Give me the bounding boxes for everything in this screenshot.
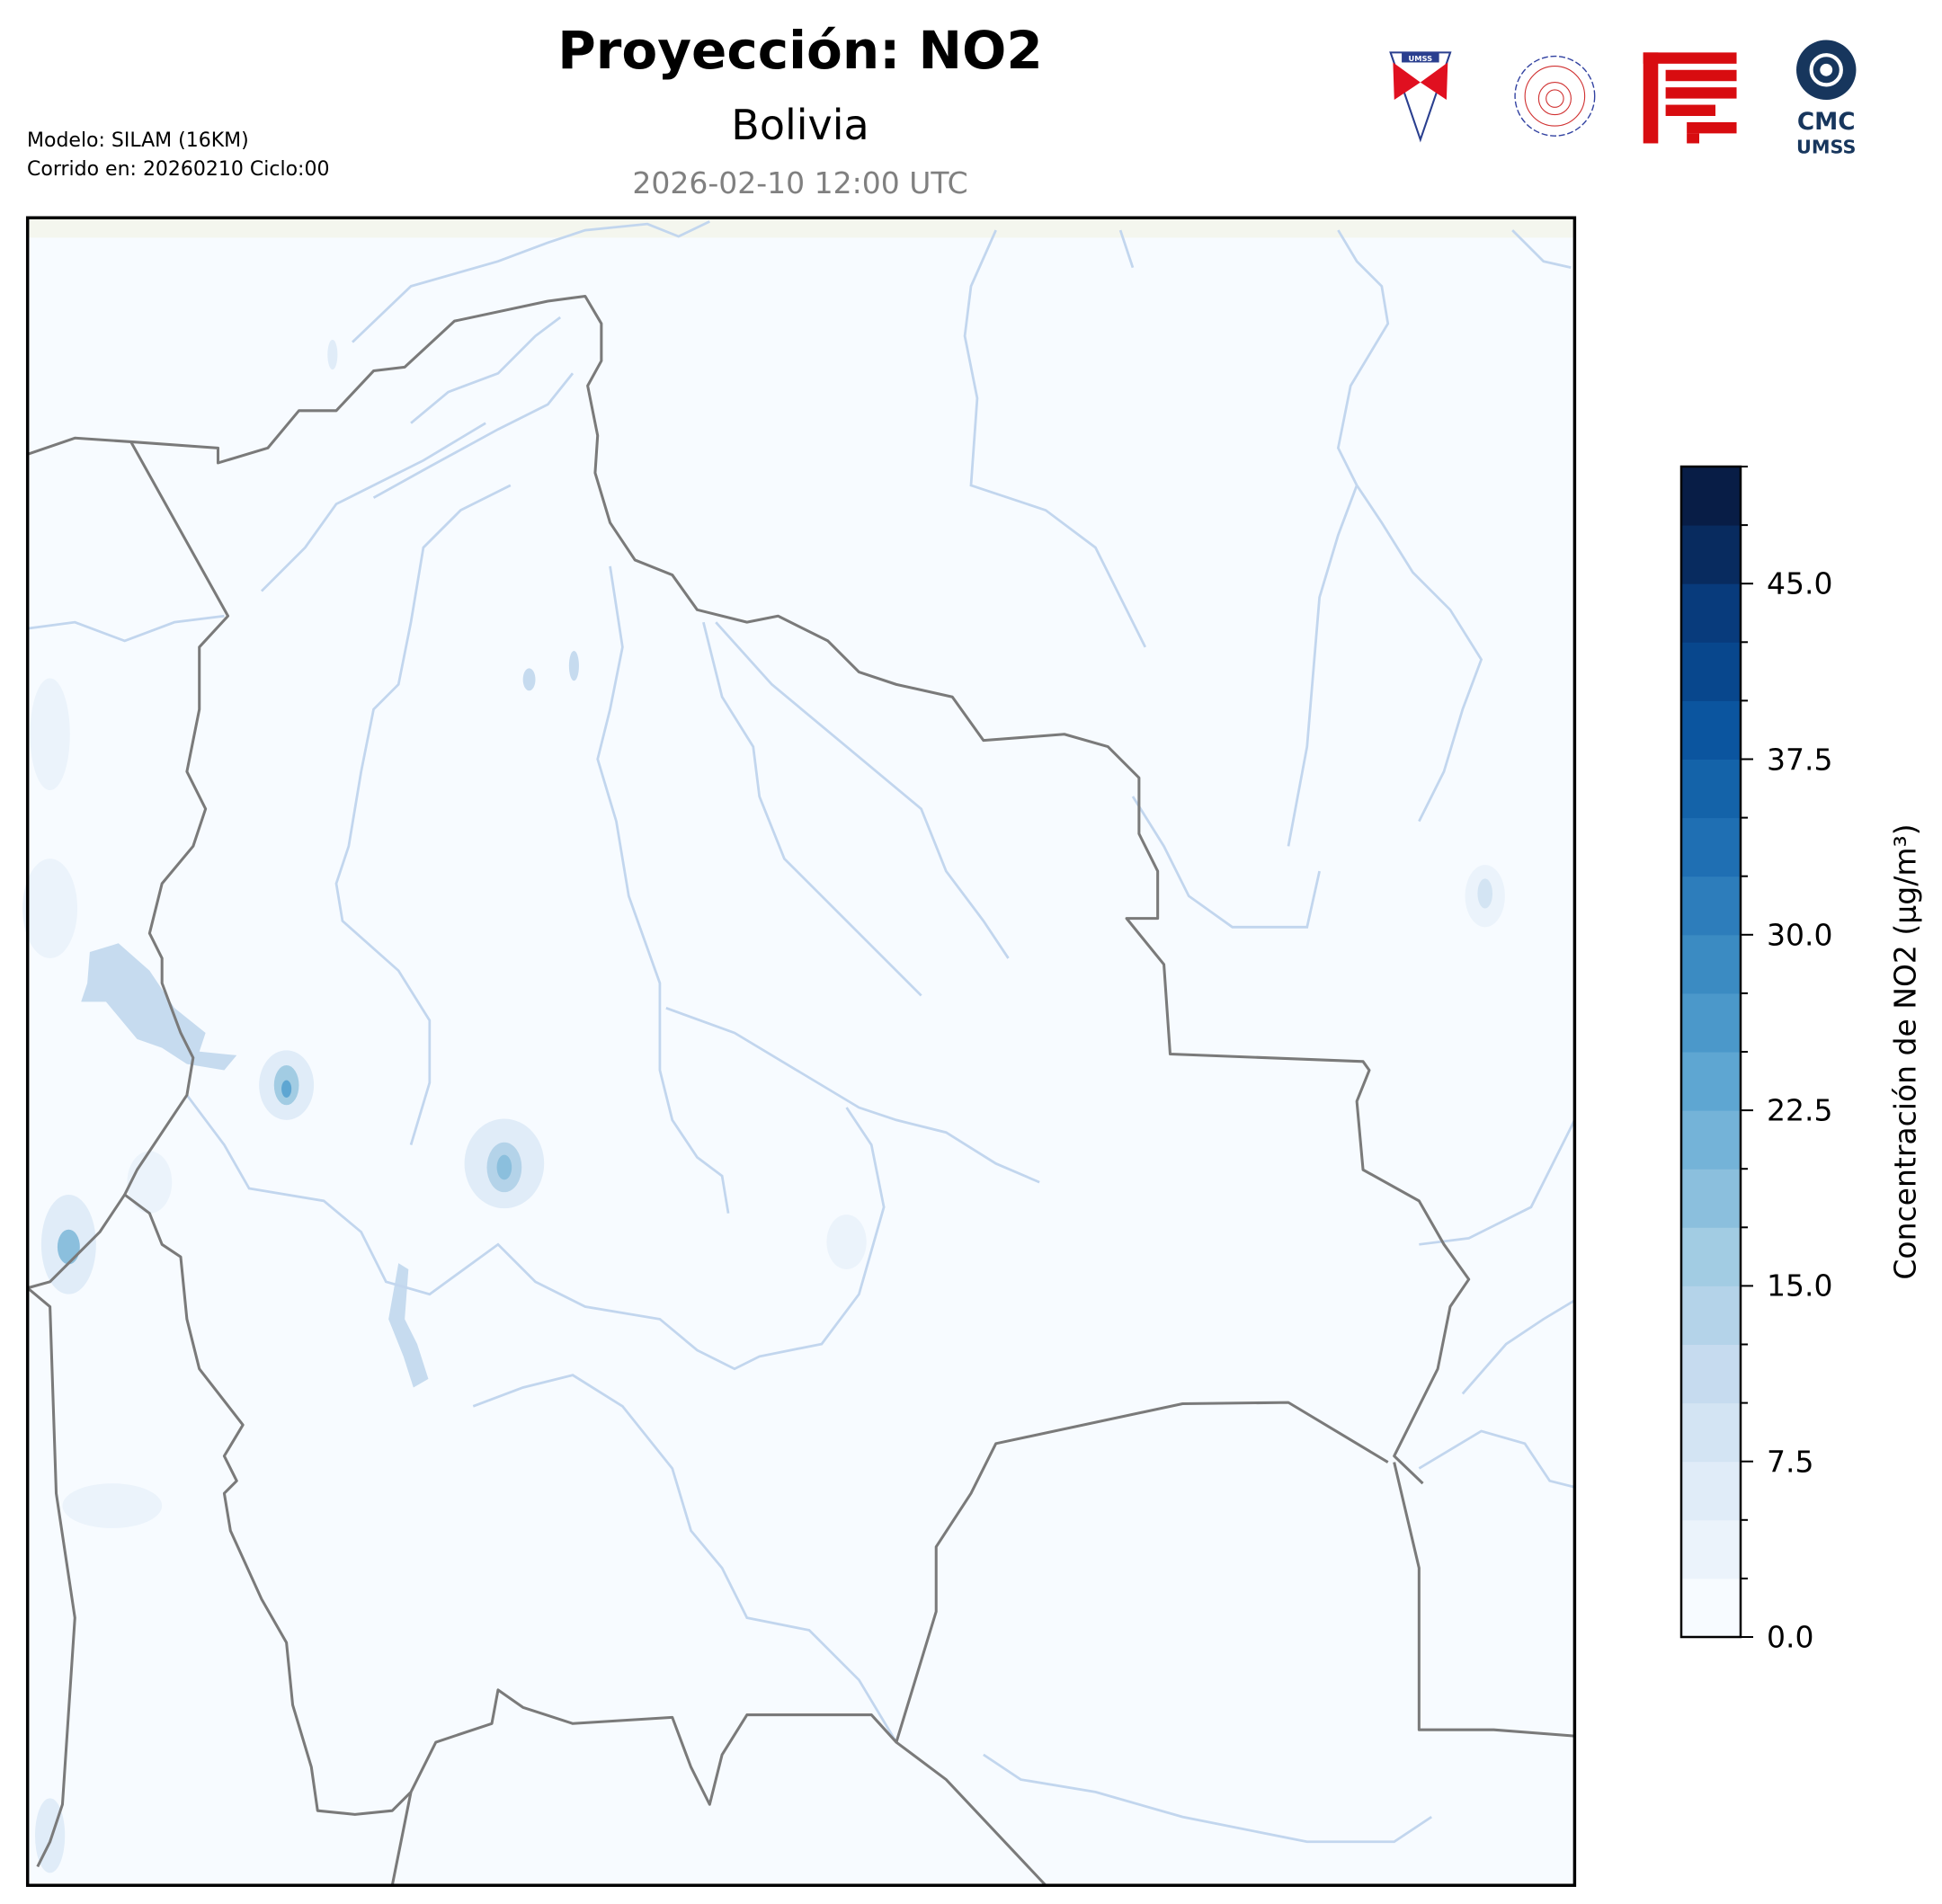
colorbar-tick-label: 7.5 <box>1767 1444 1814 1480</box>
colorbar-level <box>1681 759 1741 819</box>
logos: UMSS CMC UMSS <box>1389 40 1856 158</box>
colorbar-level <box>1681 1227 1741 1286</box>
map-edge-land <box>27 218 1575 238</box>
colorbar-level <box>1681 1402 1741 1463</box>
colorbar-level <box>1681 992 1741 1053</box>
colorbar-level <box>1681 817 1741 877</box>
map-background <box>27 218 1575 1886</box>
colorbar-tick-label: 30.0 <box>1767 917 1833 953</box>
map-frame <box>25 216 1577 1887</box>
colorbar-level <box>1681 876 1741 936</box>
colorbar-tick-label: 0.0 <box>1767 1619 1814 1655</box>
forecast-datetime: 2026-02-10 12:00 UTC <box>632 165 968 200</box>
colorbar-level <box>1681 1578 1741 1638</box>
colorbar-level <box>1681 1110 1741 1170</box>
colorbar-label: Concentración de NO2 (µg/m³) <box>1887 823 1923 1280</box>
colorbar-level <box>1681 1461 1741 1521</box>
colorbar-tick-label: 15.0 <box>1767 1268 1833 1303</box>
country-borders <box>26 294 1575 1887</box>
colorbar-level <box>1681 1169 1741 1228</box>
colorbar-level <box>1681 1344 1741 1404</box>
colorbar-level <box>1681 583 1741 643</box>
colorbar-level <box>1681 1519 1741 1579</box>
colorbar-tick-label: 22.5 <box>1767 1092 1833 1128</box>
no2-contours <box>22 339 1505 1873</box>
svg-text:CMC: CMC <box>1797 109 1856 136</box>
colorbar-level <box>1681 467 1741 526</box>
colorbar-tick-label: 37.5 <box>1767 742 1833 777</box>
svg-text:UMSS: UMSS <box>1796 137 1856 158</box>
colorbar-level <box>1681 934 1741 994</box>
fcyt-logo <box>1643 52 1737 144</box>
run-info: Corrido en: 20260210 Ciclo:00 <box>27 158 330 181</box>
colorbar-level <box>1681 642 1741 701</box>
colorbar-level <box>1681 700 1741 760</box>
svg-text:UMSS: UMSS <box>1409 54 1433 63</box>
rivers <box>27 220 1576 1844</box>
departamento-fisica-logo <box>1514 55 1596 137</box>
colorbar-frame <box>1679 465 1742 1639</box>
colorbar-level <box>1681 1286 1741 1345</box>
colorbar-level <box>1681 525 1741 584</box>
map-subtitle: Bolivia <box>731 101 869 149</box>
colorbar-tick-label: 45.0 <box>1767 565 1833 601</box>
map-title: Proyección: NO2 <box>557 20 1043 81</box>
colorbar-level <box>1681 1052 1741 1111</box>
model-info: Modelo: SILAM (16KM) <box>27 129 249 152</box>
cmc-umss-logo: CMC UMSS <box>1796 40 1856 158</box>
umss-logo: UMSS <box>1389 51 1452 143</box>
